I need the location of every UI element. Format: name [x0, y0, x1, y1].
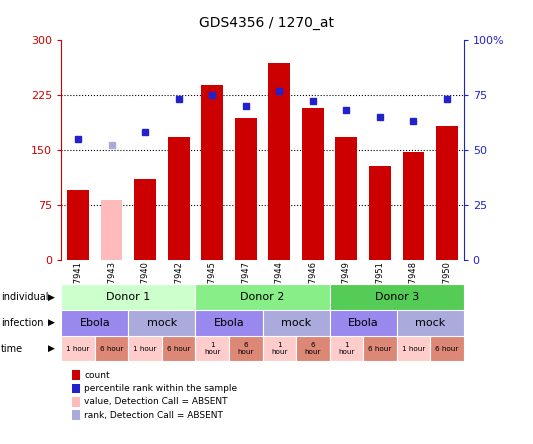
- Text: rank, Detection Call = ABSENT: rank, Detection Call = ABSENT: [84, 411, 223, 420]
- Bar: [128, 310, 196, 336]
- Bar: [196, 284, 329, 310]
- Text: individual: individual: [1, 292, 49, 302]
- Bar: [61, 336, 95, 361]
- Bar: [67, 190, 89, 260]
- Text: 1 hour: 1 hour: [402, 345, 425, 352]
- Text: Ebola: Ebola: [214, 318, 244, 328]
- Text: Donor 3: Donor 3: [375, 292, 419, 302]
- Text: 6 hour: 6 hour: [368, 345, 392, 352]
- Bar: [363, 336, 397, 361]
- Text: 6 hour: 6 hour: [167, 345, 190, 352]
- Text: Donor 1: Donor 1: [106, 292, 150, 302]
- Bar: [436, 126, 458, 260]
- Bar: [162, 336, 196, 361]
- Text: 1
hour: 1 hour: [271, 342, 287, 355]
- Bar: [296, 336, 329, 361]
- Text: 1 hour: 1 hour: [67, 345, 90, 352]
- Text: infection: infection: [1, 318, 44, 328]
- Bar: [229, 336, 262, 361]
- Text: value, Detection Call = ABSENT: value, Detection Call = ABSENT: [84, 397, 228, 406]
- Bar: [61, 310, 128, 336]
- Bar: [61, 284, 196, 310]
- Bar: [302, 108, 324, 260]
- Text: count: count: [84, 371, 110, 380]
- Bar: [196, 310, 262, 336]
- Bar: [168, 137, 190, 260]
- Text: 6
hour: 6 hour: [304, 342, 321, 355]
- Text: percentile rank within the sample: percentile rank within the sample: [84, 384, 237, 393]
- Text: 1
hour: 1 hour: [204, 342, 221, 355]
- Bar: [196, 336, 229, 361]
- Text: 6
hour: 6 hour: [238, 342, 254, 355]
- Bar: [201, 85, 223, 260]
- Bar: [235, 119, 256, 260]
- Bar: [269, 63, 290, 260]
- Text: time: time: [1, 344, 23, 353]
- Bar: [430, 336, 464, 361]
- Text: 6 hour: 6 hour: [435, 345, 458, 352]
- Text: 1
hour: 1 hour: [338, 342, 354, 355]
- Bar: [329, 336, 363, 361]
- Text: Donor 2: Donor 2: [240, 292, 285, 302]
- Text: mock: mock: [415, 318, 445, 328]
- Text: 1 hour: 1 hour: [133, 345, 157, 352]
- Text: 6 hour: 6 hour: [100, 345, 123, 352]
- Text: mock: mock: [147, 318, 177, 328]
- Bar: [95, 336, 128, 361]
- Bar: [128, 336, 162, 361]
- Bar: [402, 152, 424, 260]
- Bar: [262, 310, 329, 336]
- Bar: [101, 200, 123, 260]
- Bar: [369, 166, 391, 260]
- Bar: [397, 310, 464, 336]
- Bar: [134, 179, 156, 260]
- Text: Ebola: Ebola: [79, 318, 110, 328]
- Text: ▶: ▶: [48, 344, 55, 353]
- Bar: [262, 336, 296, 361]
- Text: ▶: ▶: [48, 318, 55, 327]
- Text: Ebola: Ebola: [348, 318, 378, 328]
- Text: ▶: ▶: [48, 293, 55, 301]
- Text: GDS4356 / 1270_at: GDS4356 / 1270_at: [199, 16, 334, 30]
- Bar: [329, 310, 397, 336]
- Text: mock: mock: [281, 318, 311, 328]
- Bar: [335, 137, 357, 260]
- Bar: [397, 336, 430, 361]
- Bar: [329, 284, 464, 310]
